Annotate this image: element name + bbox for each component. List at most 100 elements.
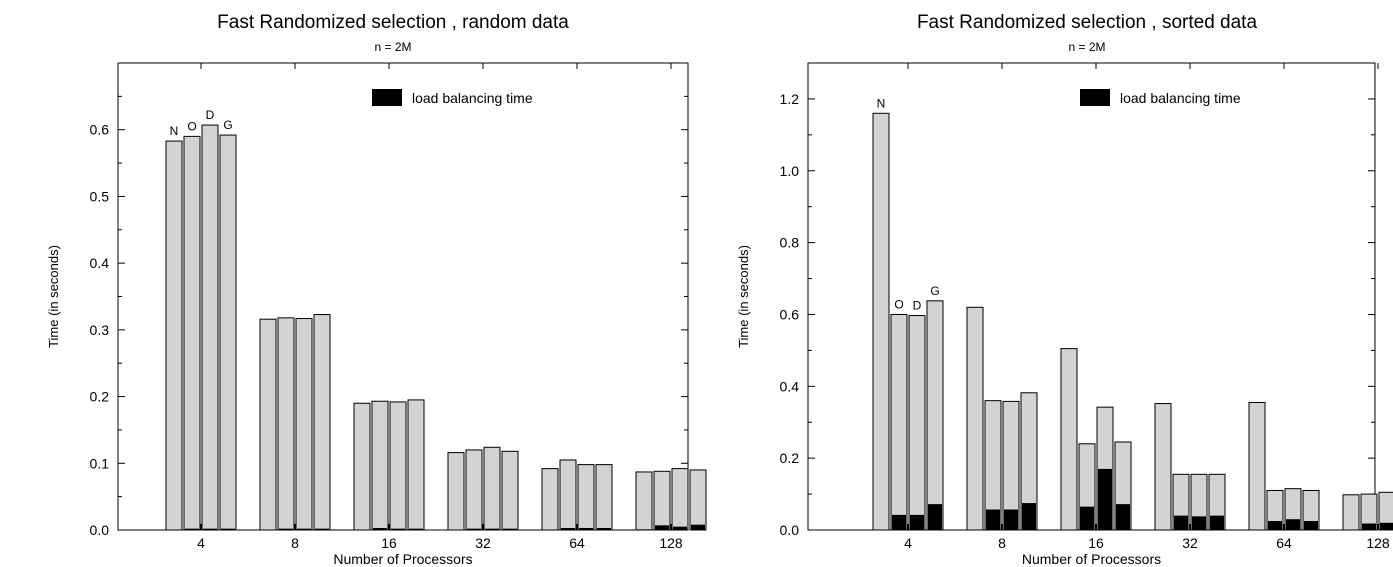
bar-total-g-32 [501, 450, 519, 531]
y-tick-label: 0.5 [90, 188, 110, 204]
series-label-o: O [187, 119, 196, 133]
x-tick-label: 16 [1088, 535, 1104, 551]
bar-total-g-16 [407, 399, 425, 531]
y-tick-label: 0.0 [780, 522, 800, 538]
bar-lb-g-32 [503, 528, 517, 530]
bar-lb-g-64 [597, 527, 611, 530]
bar-lb-o-8 [279, 528, 293, 530]
bar-total-n-4 [872, 112, 890, 531]
bar-total-g-8 [313, 314, 331, 531]
bar-total-o-4 [890, 313, 908, 531]
bar-lb-g-64 [1304, 521, 1318, 530]
bar-lb-o-16 [1080, 506, 1094, 530]
bar-total-o-64 [559, 459, 577, 531]
series-label-n: N [170, 124, 179, 138]
bar-lb-o-32 [467, 528, 481, 530]
bar-total-g-4 [926, 300, 944, 531]
y-tick-label: 0.2 [90, 389, 110, 405]
y-tick-label: 0.3 [90, 322, 110, 338]
bar-lb-d-4 [910, 514, 924, 530]
chart-subtitle: n = 2M [1068, 40, 1105, 54]
x-tick-label: 4 [197, 535, 205, 551]
bar-total-d-8 [295, 318, 313, 531]
bar-total-o-128 [653, 470, 671, 531]
x-tick-label: 64 [569, 535, 585, 551]
bar-lb-o-16 [373, 527, 387, 530]
bar-lb-d-16 [1098, 468, 1112, 530]
bar-total-d-4 [908, 315, 926, 531]
x-axis-label: Number of Processors [333, 551, 472, 567]
bar-lb-o-128 [1362, 523, 1376, 530]
bar-lb-g-16 [409, 528, 423, 530]
bar-total-g-128 [689, 469, 707, 531]
y-tick-label: 0.0 [90, 522, 110, 538]
bar-total-o-4 [183, 135, 201, 531]
series-label-g: G [930, 284, 939, 298]
chart-subtitle: n = 2M [374, 40, 411, 54]
bar-total-n-128 [635, 471, 653, 531]
y-tick-label: 0.6 [90, 122, 110, 138]
series-label-o: O [894, 297, 903, 311]
x-tick-label: 16 [381, 535, 397, 551]
bar-total-d-32 [483, 446, 501, 531]
legend-swatch [1080, 89, 1110, 106]
x-tick-label: 4 [904, 535, 912, 551]
series-label-d: D [913, 299, 922, 313]
bar-total-g-64 [595, 464, 613, 531]
bar-lb-d-16 [391, 528, 405, 530]
bar-lb-d-32 [485, 528, 499, 530]
bar-lb-d-64 [579, 527, 593, 530]
bar-lb-d-8 [1004, 509, 1018, 530]
series-label-g: G [223, 118, 232, 132]
bar-lb-o-128 [655, 525, 669, 530]
x-tick-label: 32 [475, 535, 491, 551]
bar-lb-o-64 [561, 527, 575, 530]
bar-lb-g-32 [1210, 515, 1224, 530]
bar-lb-d-64 [1286, 519, 1300, 530]
bar-lb-o-4 [892, 514, 906, 530]
y-axis-label: Time (in seconds) [46, 245, 61, 348]
series-label-d: D [206, 108, 215, 122]
y-tick-label: 0.4 [780, 378, 800, 394]
bar-lb-d-128 [1380, 522, 1393, 530]
bar-total-n-32 [1154, 403, 1172, 531]
legend-swatch [372, 89, 402, 106]
legend-label: load balancing time [412, 90, 533, 106]
bar-lb-n-128 [637, 529, 651, 531]
x-axis-label: Number of Processors [1022, 551, 1161, 567]
bar-lb-d-128 [673, 526, 687, 530]
bar-total-n-4 [165, 140, 183, 531]
series-label-n: N [877, 96, 886, 110]
chart-sorted-data: Fast Randomized selection , sorted data n… [736, 12, 1393, 567]
bar-total-n-16 [353, 402, 371, 531]
bar-lb-d-4 [203, 528, 217, 530]
y-tick-label: 0.4 [90, 255, 110, 271]
x-tick-label: 64 [1276, 535, 1292, 551]
legend-label: load balancing time [1120, 90, 1241, 106]
bar-lb-g-4 [221, 528, 235, 530]
bar-total-n-64 [1248, 401, 1266, 531]
x-tick-label: 32 [1182, 535, 1198, 551]
y-tick-label: 1.2 [780, 91, 800, 107]
bar-lb-g-128 [691, 524, 705, 530]
x-tick-label: 128 [1366, 535, 1390, 551]
bar-total-o-8 [277, 317, 295, 531]
bar-total-n-128 [1342, 494, 1360, 531]
y-tick-label: 0.2 [780, 450, 800, 466]
y-tick-label: 0.1 [90, 455, 110, 471]
x-tick-label: 8 [291, 535, 299, 551]
bar-lb-o-64 [1268, 521, 1282, 530]
x-tick-label: 128 [659, 535, 683, 551]
bar-lb-g-8 [1022, 503, 1036, 530]
bar-total-d-64 [577, 464, 595, 531]
bar-total-n-8 [966, 306, 984, 531]
bar-total-o-16 [371, 400, 389, 531]
bar-lb-g-16 [1116, 504, 1130, 530]
bar-total-d-128 [671, 468, 689, 531]
y-axis-label: Time (in seconds) [736, 245, 751, 348]
chart-title: Fast Randomized selection , sorted data [917, 12, 1258, 33]
y-tick-label: 0.6 [780, 306, 800, 322]
bar-lb-o-4 [185, 528, 199, 530]
bar-total-d-16 [389, 401, 407, 531]
